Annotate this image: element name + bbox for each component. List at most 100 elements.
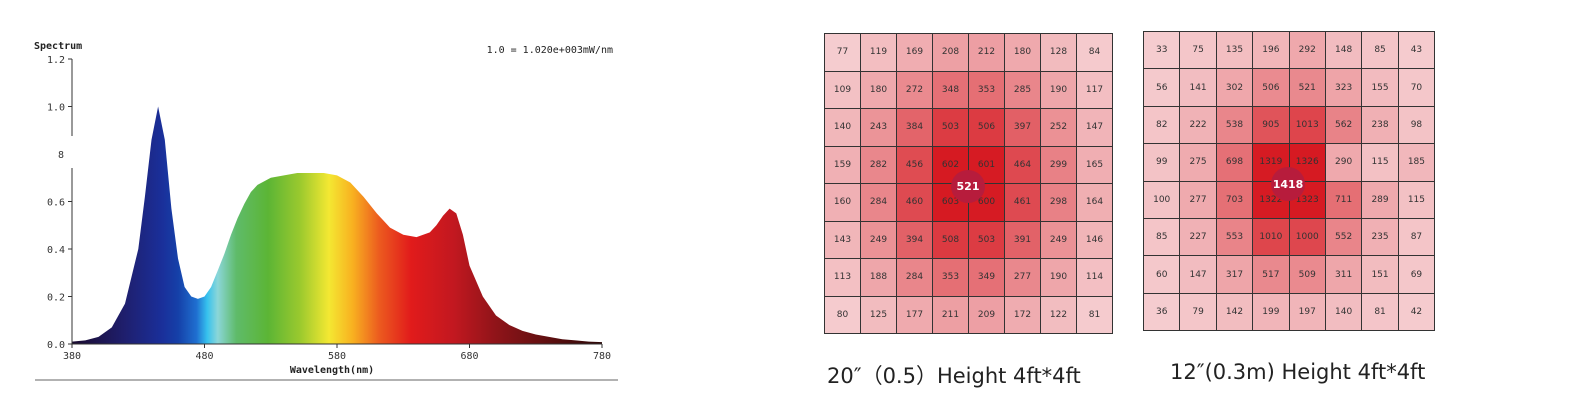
grid-row: 113 188 284 353 349 277 190 114 [824,258,1113,297]
scale-annotation: 1.0 = 1.020e+003mW/nm [487,45,613,56]
grid-cell: 36 [1142,292,1181,332]
grid-cell: 172 [1004,295,1041,334]
grid-cell: 311 [1324,255,1363,294]
grid-caption-20in: 20″（0.5）Height 4ft*4ft [827,364,1081,388]
grid-cell: 81 [1076,295,1113,334]
x-axis-label: Wavelength(nm) [290,365,374,376]
x-tick-label: 780 [593,351,611,362]
grid-cell: 122 [1040,295,1077,334]
grid-cell: 289 [1361,180,1399,219]
grid-cell: 299 [1040,145,1077,184]
grid-cell: 282 [860,145,897,184]
grid-cell: 140 [1324,292,1363,332]
grid-cell: 119 [860,33,897,72]
grid-cell: 1013 [1288,105,1326,145]
grid-cell: 160 [824,183,861,222]
grid-cell: 394 [896,220,933,259]
grid-cell: 1010 [1252,217,1290,257]
grid-cell: 81 [1361,292,1399,332]
grid-cell: 711 [1324,180,1363,219]
grid-cell: 905 [1252,105,1290,145]
grid-cell: 235 [1361,217,1399,257]
grid-cell: 249 [1040,220,1077,259]
grid-cell: 503 [968,220,1005,259]
grid-cell: 460 [896,183,933,222]
grid-cell: 164 [1076,183,1113,222]
grid-cell: 238 [1361,105,1399,145]
grid-cell: 169 [896,33,933,72]
y-tick-label: 0.2 [47,293,65,304]
y-tick-label: 0.4 [47,245,65,256]
grid-cell: 464 [1004,145,1041,184]
x-tick-label: 480 [195,351,213,362]
grid-cell: 391 [1004,220,1041,259]
grid-cell: 125 [860,295,897,334]
grid-cell: 298 [1040,183,1077,222]
grid-cell: 188 [860,258,897,297]
grid-cell: 252 [1040,108,1077,147]
grid-cell: 87 [1397,217,1436,257]
grid-cell: 197 [1288,292,1326,332]
grid-cell: 277 [1004,258,1041,297]
center-value-badge: 521 [951,170,985,203]
grid-cell: 142 [1215,292,1254,332]
grid-cell: 56 [1142,68,1181,107]
irradiance-grid-12in: 33 75 135 196 292 148 85 43 56 141 302 506 521 323 155… [1142,30,1436,332]
grid-cell: 552 [1324,217,1363,257]
grid-cell: 135 [1215,30,1254,70]
grid-cell: 113 [824,258,861,297]
grid-cell: 353 [968,70,1005,109]
grid-row: 77 119 169 208 212 180 128 84 [824,33,1113,72]
grid-cell: 75 [1179,30,1217,70]
grid-row: 33 75 135 196 292 148 85 43 [1142,30,1436,70]
x-tick-label: 580 [328,351,346,362]
y-tick-label: 1.2 [47,55,65,66]
grid-cell: 128 [1040,33,1077,72]
grid-cell: 82 [1142,105,1181,145]
grid-cell: 85 [1361,30,1399,70]
grid-cell: 151 [1361,255,1399,294]
grid-cell: 521 [1288,68,1326,107]
x-tick-label: 680 [460,351,478,362]
grid-cell: 69 [1397,255,1436,294]
grid-cell: 84 [1076,33,1113,72]
grid-cell: 143 [824,220,861,259]
grid-cell: 199 [1252,292,1290,332]
grid-cell: 60 [1142,255,1181,294]
irradiance-grid-20in: 77 119 169 208 212 180 128 84 109 180 272 348 353 285… [824,33,1113,334]
grid-cell: 302 [1215,68,1254,107]
grid-cell: 196 [1252,30,1290,70]
grid-cell: 33 [1142,30,1181,70]
grid-cell: 109 [824,70,861,109]
grid-cell: 508 [932,220,969,259]
grid-cell: 185 [1397,143,1436,182]
x-tick-label: 380 [63,351,81,362]
grid-cell: 180 [860,70,897,109]
axis-gap-mask [66,136,78,168]
grid-cell: 43 [1397,30,1436,70]
chart-title: Spectrum [34,41,82,52]
grid-row: 160 284 460 603 600 461 298 164 [824,183,1113,222]
grid-cell: 209 [968,295,1005,334]
grid-cell: 148 [1324,30,1363,70]
grid-cell: 277 [1179,180,1217,219]
grid-cell: 115 [1361,143,1399,182]
grid-cell: 165 [1076,145,1113,184]
grid-cell: 272 [896,70,933,109]
grid-cell: 323 [1324,68,1363,107]
grid-cell: 243 [860,108,897,147]
grid-cell: 461 [1004,183,1041,222]
grid-cell: 1000 [1288,217,1326,257]
y-tick-label: 0.0 [47,340,65,351]
grid-cell: 190 [1040,70,1077,109]
y-tick-label: 0.6 [47,198,65,209]
grid-cell: 159 [824,145,861,184]
grid-cell: 147 [1179,255,1217,294]
grid-cell: 292 [1288,30,1326,70]
grid-cell: 222 [1179,105,1217,145]
grid-cell: 77 [824,33,861,72]
grid-cell: 208 [932,33,969,72]
grid-cell: 212 [968,33,1005,72]
grid-cell: 1326 [1288,143,1326,182]
grid-cell: 562 [1324,105,1363,145]
